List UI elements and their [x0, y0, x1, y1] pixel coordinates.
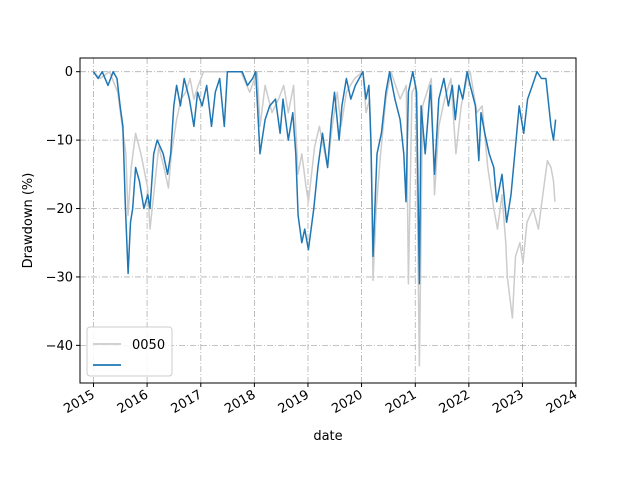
legend: 0050: [86, 326, 173, 377]
x-axis-label: date: [313, 429, 342, 444]
legend-box: [86, 326, 173, 377]
y-tick-label: 0: [65, 65, 73, 80]
y-tick-label: −30: [46, 270, 73, 285]
y-axis-label: Drawdown (%): [21, 173, 36, 269]
axes-frame: [79, 57, 577, 384]
series-line-0050: [92, 70, 556, 367]
series-line-2: [92, 70, 557, 285]
plot-area: [92, 70, 557, 367]
y-tick-label: −10: [46, 134, 73, 149]
grid: [80, 58, 577, 383]
y-axis: 0 −10 −20 −30 −40: [46, 65, 80, 354]
y-tick-label: −20: [46, 202, 73, 217]
y-tick-label: −40: [46, 339, 73, 354]
legend-label-0050: 0050: [132, 338, 165, 353]
